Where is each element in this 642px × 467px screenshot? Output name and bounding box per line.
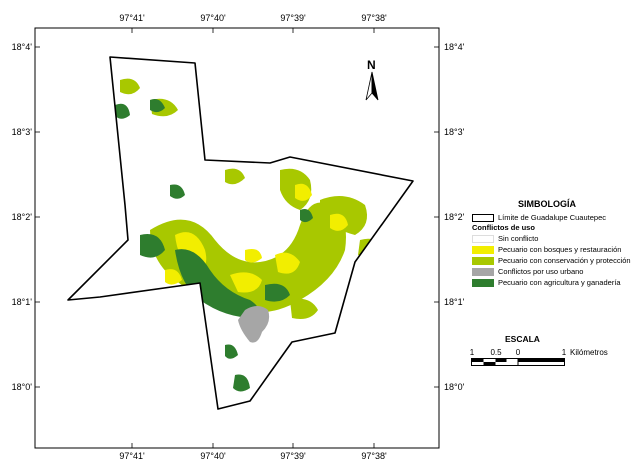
legend-swatch: [472, 267, 494, 276]
legend-item-label: Pecuario con conservación y protección: [498, 256, 631, 265]
municipality-boundary: [67, 56, 414, 410]
patches-agricultura: [110, 99, 313, 392]
lon-tick-bottom: 97°38': [361, 451, 387, 461]
scale-bar: [471, 358, 565, 366]
lat-tick-left: 18°1': [11, 297, 32, 307]
legend-item: Pecuario con conservación y protección: [472, 255, 642, 266]
scale-label: 0.5: [490, 348, 502, 357]
legend-swatch: [472, 234, 494, 243]
legend-item: Pecuario con bosques y restauración: [472, 244, 642, 255]
legend-boundary-label: Límite de Guadalupe Cuautepec: [498, 213, 606, 222]
lon-tick-top: 97°40': [200, 13, 226, 23]
legend-item: Pecuario con agricultura y ganadería: [472, 277, 642, 288]
legend-item-label: Sin conflicto: [498, 234, 539, 243]
scale-label: 0: [515, 348, 521, 357]
legend-item-label: Pecuario con agricultura y ganadería: [498, 278, 621, 287]
land-use-patches: [110, 78, 382, 392]
scale-unit: Kilómetros: [570, 348, 608, 357]
legend-subtitle: Conflictos de uso: [472, 223, 535, 232]
lon-tick-top: 97°38': [361, 13, 387, 23]
lat-tick-right: 18°0': [444, 382, 465, 392]
legend-title: SIMBOLOGÍA: [518, 199, 576, 209]
scale-title: ESCALA: [505, 334, 540, 344]
north-arrow-label: N: [367, 58, 376, 72]
lon-tick-bottom: 97°39': [280, 451, 306, 461]
legend: SIMBOLOGÍA Límite de Guadalupe Cuautepec…: [472, 199, 642, 288]
graticule-ticks: [35, 28, 439, 448]
north-arrow-icon: [365, 71, 379, 101]
lat-tick-right: 18°1': [444, 297, 465, 307]
patch-urbano: [238, 306, 270, 343]
legend-item: Conflictos por uso urbano: [472, 266, 642, 277]
legend-swatch: [472, 245, 494, 254]
legend-item-label: Conflictos por uso urbano: [498, 267, 584, 276]
lat-tick-right: 18°4': [444, 42, 465, 52]
lon-tick-bottom: 97°40': [200, 451, 226, 461]
lat-tick-left: 18°2': [11, 212, 32, 222]
legend-boundary-swatch: [472, 213, 494, 222]
legend-item-label: Pecuario con bosques y restauración: [498, 245, 622, 254]
legend-item: Sin conflicto: [472, 233, 642, 244]
lat-tick-right: 18°2': [444, 212, 465, 222]
scale-label: 1: [469, 348, 475, 357]
lon-tick-top: 97°39': [280, 13, 306, 23]
lon-tick-bottom: 97°41': [119, 451, 145, 461]
legend-swatch: [472, 278, 494, 287]
lat-tick-left: 18°3': [11, 127, 32, 137]
lat-tick-left: 18°0': [11, 382, 32, 392]
lon-tick-top: 97°41': [119, 13, 145, 23]
scale-label: 1: [561, 348, 567, 357]
legend-boundary: Límite de Guadalupe Cuautepec: [472, 212, 642, 223]
lat-tick-right: 18°3': [444, 127, 465, 137]
legend-swatch: [472, 256, 494, 265]
lat-tick-left: 18°4': [11, 42, 32, 52]
map-border: [34, 27, 440, 449]
